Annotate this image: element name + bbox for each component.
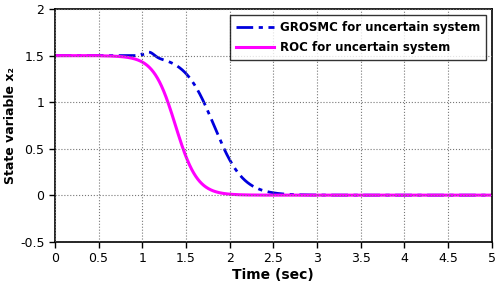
GROSMC for uncertain system xyxy=(128,54,134,57)
GROSMC for uncertain system xyxy=(489,193,495,197)
GROSMC for uncertain system xyxy=(220,144,226,147)
Legend: GROSMC for uncertain system, ROC for uncertain system: GROSMC for uncertain system, ROC for unc… xyxy=(230,15,486,60)
GROSMC for uncertain system xyxy=(480,193,486,197)
Y-axis label: State variable x₂: State variable x₂ xyxy=(4,67,17,184)
ROC for uncertain system xyxy=(52,54,58,57)
ROC for uncertain system xyxy=(128,56,134,60)
GROSMC for uncertain system xyxy=(238,175,244,179)
Line: ROC for uncertain system: ROC for uncertain system xyxy=(55,56,492,195)
ROC for uncertain system xyxy=(238,193,244,196)
ROC for uncertain system xyxy=(433,193,439,197)
GROSMC for uncertain system xyxy=(102,54,107,57)
ROC for uncertain system xyxy=(220,192,226,195)
GROSMC for uncertain system xyxy=(434,193,440,197)
X-axis label: Time (sec): Time (sec) xyxy=(232,268,314,282)
ROC for uncertain system xyxy=(489,193,495,197)
ROC for uncertain system xyxy=(102,54,107,57)
GROSMC for uncertain system xyxy=(52,54,58,57)
Line: GROSMC for uncertain system: GROSMC for uncertain system xyxy=(55,52,492,195)
GROSMC for uncertain system xyxy=(146,50,152,54)
ROC for uncertain system xyxy=(480,193,486,197)
